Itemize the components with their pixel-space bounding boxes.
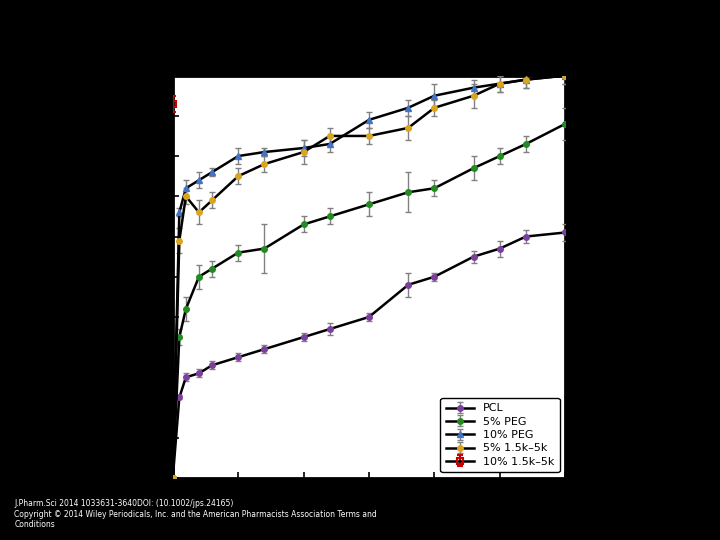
X-axis label: Time (days): Time (days) xyxy=(323,501,415,515)
Text: J.Pharm.Sci 2014 1033631-3640DOI: (10.1002/jps.24165)
Copyright © 2014 Wiley Per: J.Pharm.Sci 2014 1033631-3640DOI: (10.10… xyxy=(14,500,377,529)
Legend: PCL, 5% PEG, 10% PEG, 5% 1.5k–5k, 10% 1.5k–5k: PCL, 5% PEG, 10% PEG, 5% 1.5k–5k, 10% 1.… xyxy=(441,398,559,472)
Text: Figure 1: Figure 1 xyxy=(332,19,388,33)
Y-axis label: Accumulated release (%): Accumulated release (%) xyxy=(125,179,138,375)
